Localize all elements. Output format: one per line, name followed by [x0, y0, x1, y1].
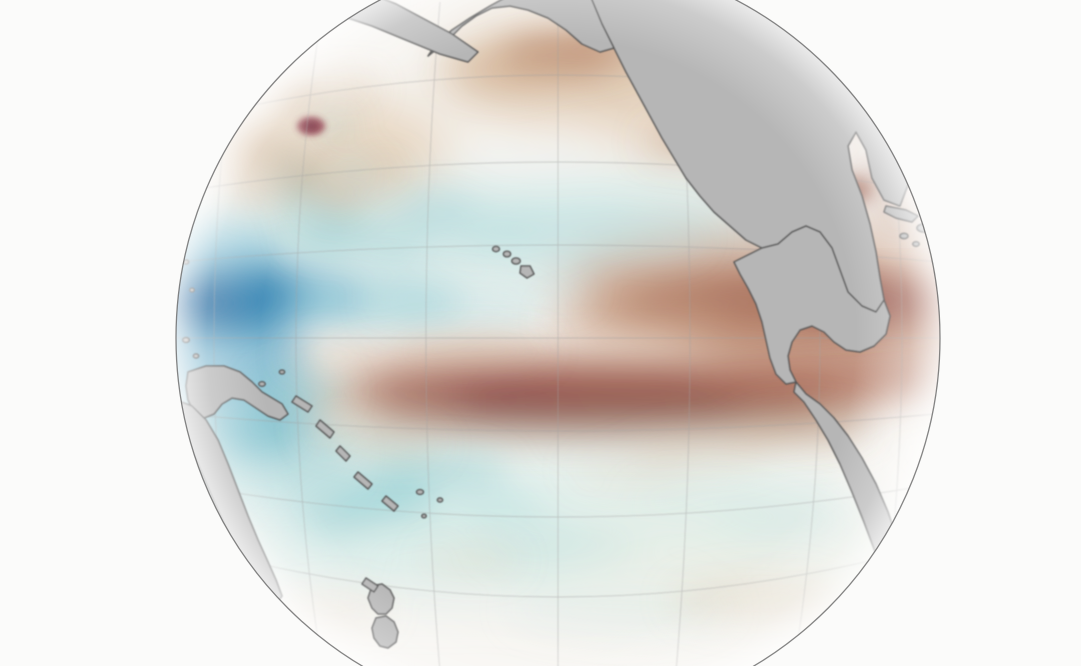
globe-outline — [175, 0, 941, 666]
globe-surface — [176, 0, 940, 666]
limb-shading — [176, 0, 940, 666]
